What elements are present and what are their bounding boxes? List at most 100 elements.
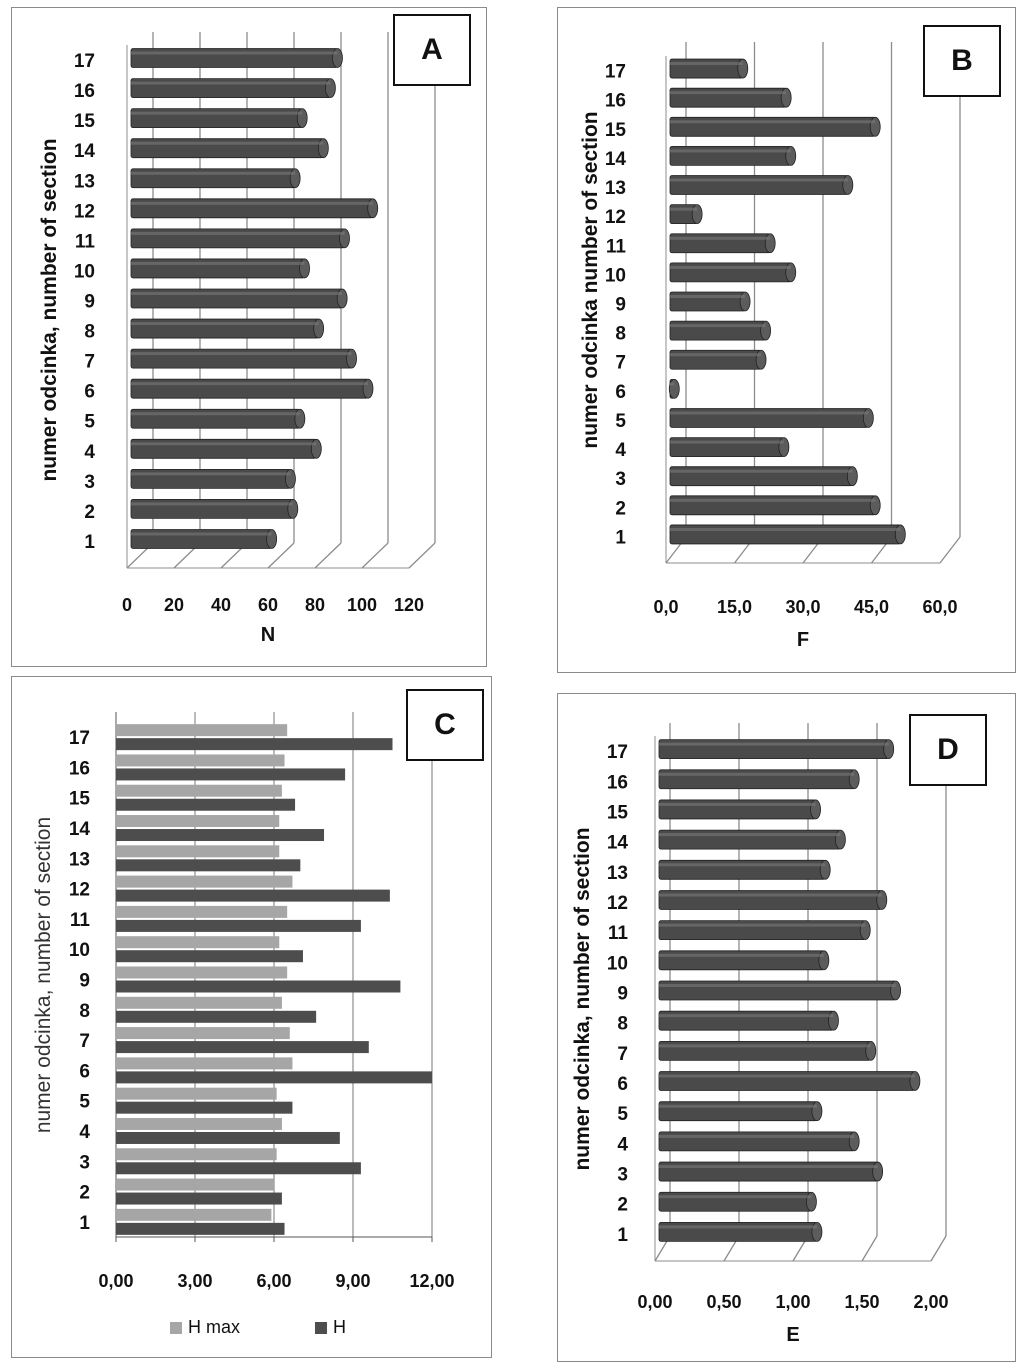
bar-cap-b-1 xyxy=(894,524,906,545)
bar-cap-b-12 xyxy=(691,204,703,225)
category-label-d: 3 xyxy=(617,1165,628,1186)
bar-highlight-d-13 xyxy=(659,863,826,867)
category-label-d: 6 xyxy=(617,1074,628,1095)
bar-b-3 xyxy=(669,466,853,487)
bar-cap-a-1 xyxy=(266,529,278,549)
category-label-a: 1 xyxy=(84,532,95,553)
bar-highlight-a-11 xyxy=(131,231,345,235)
category-label-c: 17 xyxy=(69,728,90,749)
category-label-b: 12 xyxy=(605,207,626,228)
panel-a: 0 20 40 60 80 100 120 1 2 3 4 5 6 7 8 9 10 11 12 13 14 15 16 17… xyxy=(11,7,487,667)
panel-b-label: B xyxy=(923,25,1001,97)
category-label-d: 2 xyxy=(617,1195,628,1216)
bar-d-11 xyxy=(658,920,866,941)
chart-a: 0 20 40 60 80 100 1201234567891011121314151617… xyxy=(38,32,436,646)
bar-cap-a-2 xyxy=(287,499,299,519)
bar-cap-b-7 xyxy=(755,349,767,370)
bar-highlight-d-11 xyxy=(659,923,866,927)
bar-c-h-11 xyxy=(116,919,361,932)
bar-b-11 xyxy=(669,233,771,254)
panel-d-label: D xyxy=(909,714,987,786)
bar-a-7 xyxy=(130,348,352,369)
bar-b-7 xyxy=(669,349,762,370)
bar-highlight-a-10 xyxy=(131,261,305,265)
category-label-c: 12 xyxy=(69,880,90,901)
bar-cap-d-3 xyxy=(872,1161,884,1182)
bar-cap-d-16 xyxy=(848,769,860,790)
bar-c-h-max-5 xyxy=(116,1087,277,1100)
bar-highlight-b-7 xyxy=(670,353,762,357)
bar-cap-b-4 xyxy=(778,437,790,457)
bar-highlight-b-4 xyxy=(670,440,784,444)
category-label-a: 17 xyxy=(74,51,95,72)
x-tick-label-b: 30,0 xyxy=(785,597,820,617)
bar-c-h-17 xyxy=(116,738,393,751)
bar-highlight-a-8 xyxy=(131,322,319,326)
bar-highlight-a-7 xyxy=(131,352,352,356)
bar-cap-d-2 xyxy=(806,1191,817,1212)
bar-cap-d-9 xyxy=(890,980,902,1001)
x-tick-label-a: 20 xyxy=(164,595,184,615)
category-label-a: 7 xyxy=(84,352,95,373)
bar-d-16 xyxy=(658,769,855,790)
x-tick-label-d: 0,50 xyxy=(706,1292,741,1312)
chart-d: 0,00 0,50 1,00 1,50 2,0012345678910111213141… xyxy=(571,723,949,1346)
bar-c-h-7 xyxy=(116,1041,369,1054)
category-label-d: 5 xyxy=(617,1104,628,1125)
bar-a-5 xyxy=(130,408,301,429)
bar-highlight-d-10 xyxy=(659,953,824,957)
bar-cap-d-4 xyxy=(848,1131,860,1152)
category-label-c: 16 xyxy=(69,758,90,779)
bar-cap-d-8 xyxy=(828,1010,839,1031)
bar-d-1 xyxy=(658,1222,818,1242)
category-label-c: 14 xyxy=(69,819,91,840)
x-tick-label-a: 40 xyxy=(211,595,231,615)
bar-c-h-max-3 xyxy=(116,1148,277,1161)
bar-highlight-b-12 xyxy=(670,207,698,211)
category-label-b: 11 xyxy=(606,236,627,257)
bar-cap-b-8 xyxy=(760,320,772,341)
bar-highlight-b-1 xyxy=(670,527,901,531)
panel-a-label: A xyxy=(393,14,471,86)
bar-highlight-d-7 xyxy=(659,1044,871,1048)
category-label-b: 15 xyxy=(605,120,627,141)
bar-cap-a-9 xyxy=(336,288,348,309)
bar-highlight-d-4 xyxy=(659,1134,855,1138)
bar-d-5 xyxy=(658,1101,818,1122)
x-tick-label-b: 0,0 xyxy=(653,597,678,617)
bar-highlight-d-16 xyxy=(659,772,855,776)
category-label-b: 4 xyxy=(615,440,626,461)
category-label-a: 12 xyxy=(74,201,95,222)
category-label-a: 13 xyxy=(74,171,95,192)
bar-highlight-a-13 xyxy=(131,171,296,175)
bar-b-14 xyxy=(669,146,792,166)
bar-c-h-max-6 xyxy=(116,1057,293,1070)
bar-highlight-b-3 xyxy=(670,469,853,473)
x-tick-label-c: 3,00 xyxy=(177,1271,212,1291)
bar-highlight-a-5 xyxy=(131,412,300,416)
bar-b-15 xyxy=(669,116,876,137)
bar-highlight-b-6 xyxy=(670,382,675,386)
y-axis-label-d: numer odcinka, number of section xyxy=(571,827,594,1170)
floor-line-b xyxy=(939,536,961,564)
floor-line-a xyxy=(267,542,295,569)
bar-highlight-b-11 xyxy=(670,236,771,240)
category-label-c: 10 xyxy=(69,940,90,961)
bar-cap-d-5 xyxy=(811,1101,823,1122)
bar-cap-a-11 xyxy=(339,228,350,249)
bar-c-h-max-4 xyxy=(116,1117,282,1130)
category-label-a: 2 xyxy=(84,502,95,523)
bar-highlight-d-5 xyxy=(659,1104,817,1108)
bar-cap-b-13 xyxy=(842,175,854,195)
bar-cap-d-14 xyxy=(834,829,846,850)
bar-highlight-a-14 xyxy=(131,141,324,145)
bar-cap-b-3 xyxy=(846,466,858,487)
bar-cap-d-6 xyxy=(909,1071,921,1091)
category-label-a: 14 xyxy=(74,141,96,162)
bar-cap-b-15 xyxy=(869,116,881,137)
bar-c-h-8 xyxy=(116,1010,317,1023)
x-tick-label-a: 80 xyxy=(305,595,325,615)
bar-b-1 xyxy=(669,524,901,545)
bar-highlight-b-14 xyxy=(670,149,791,153)
y-axis-label-c: numer odcinka, number of section xyxy=(32,817,55,1133)
